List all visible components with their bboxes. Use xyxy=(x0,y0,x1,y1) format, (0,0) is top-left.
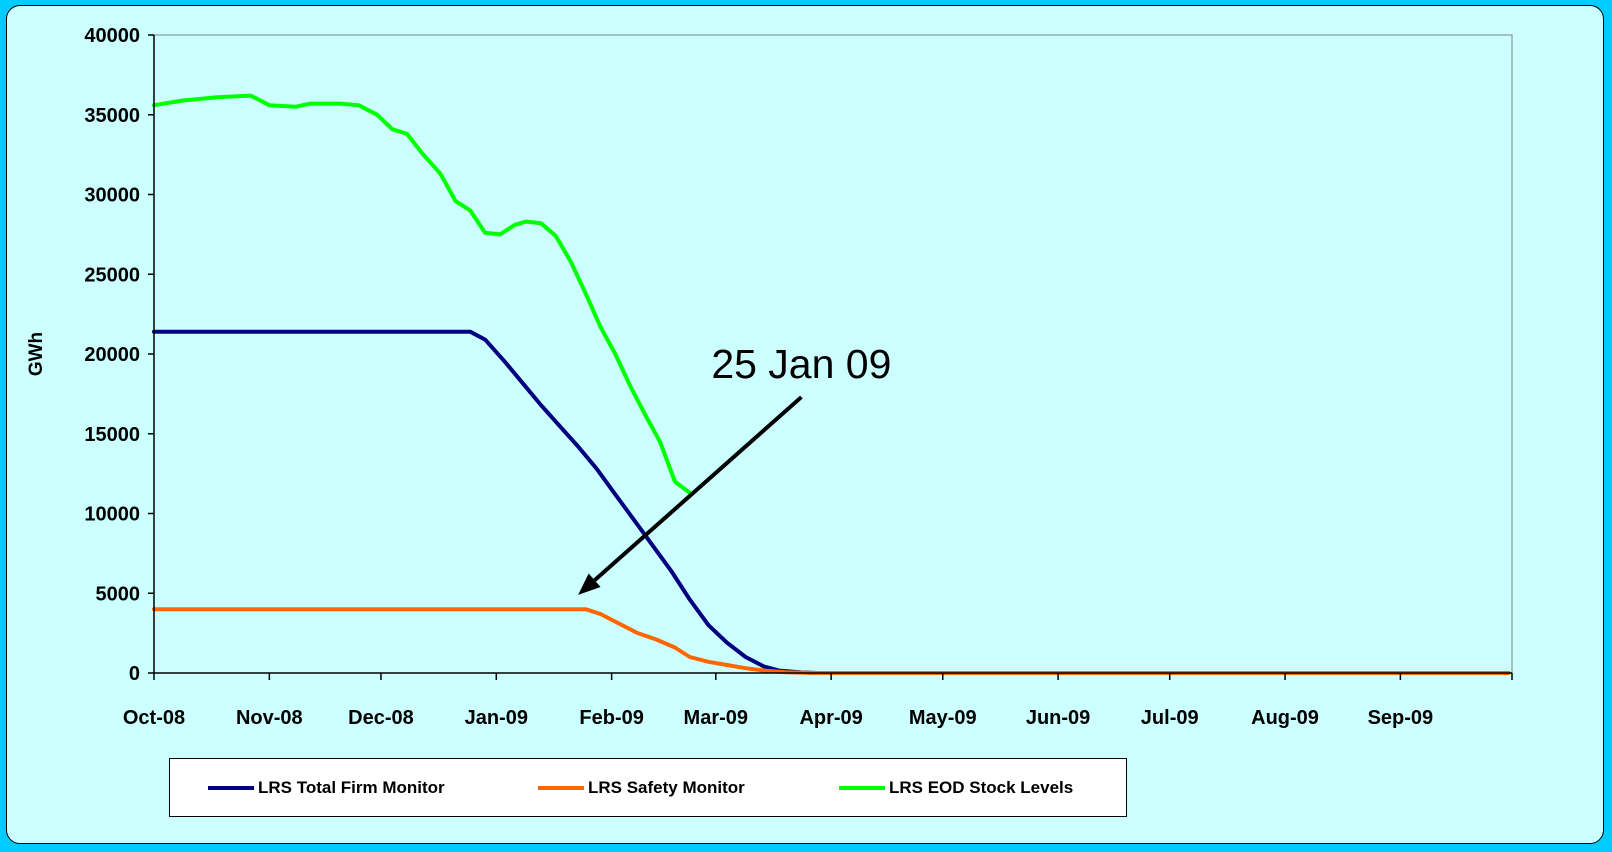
y-tick-label: 0 xyxy=(129,663,140,685)
x-tick-label: Apr-09 xyxy=(799,707,862,729)
y-tick-label: 15000 xyxy=(84,424,140,446)
legend: LRS Total Firm Monitor LRS Safety Monitor… xyxy=(169,758,1127,817)
x-tick-label: Feb-09 xyxy=(579,707,643,729)
y-tick-label: 25000 xyxy=(84,264,140,286)
x-tick-label: Jan-09 xyxy=(465,707,528,729)
x-tick-label: May-09 xyxy=(909,707,977,729)
y-tick-label: 10000 xyxy=(84,504,140,526)
legend-swatch xyxy=(208,785,254,790)
legend-label: LRS Safety Monitor xyxy=(588,777,745,797)
legend-swatch xyxy=(538,785,584,790)
legend-item: LRS EOD Stock Levels xyxy=(839,759,1073,816)
y-tick-label: 5000 xyxy=(96,583,141,605)
y-tick-label: 35000 xyxy=(84,105,140,127)
y-tick-label: 20000 xyxy=(84,344,140,366)
x-tick-label: Jul-09 xyxy=(1141,707,1199,729)
y-tick-label: 30000 xyxy=(84,185,140,207)
x-tick-label: Sep-09 xyxy=(1368,707,1434,729)
x-tick-label: Jun-09 xyxy=(1026,707,1090,729)
legend-label: LRS EOD Stock Levels xyxy=(889,777,1074,797)
legend-item: LRS Total Firm Monitor xyxy=(208,759,445,816)
annotation-label: 25 Jan 09 xyxy=(711,341,891,387)
series-layer xyxy=(152,93,1511,675)
legend-swatch xyxy=(839,785,885,790)
legend-item: LRS Safety Monitor xyxy=(538,759,745,816)
series-line-2 xyxy=(152,607,1511,675)
x-tick-label: Aug-09 xyxy=(1251,707,1319,729)
axes: 0 5000 10000 15000 20000 25000 30000 35000 40000… xyxy=(84,25,1513,729)
x-tick-label: Nov-08 xyxy=(236,707,303,729)
plot-area xyxy=(153,34,1513,674)
annotation-arrow xyxy=(593,395,803,582)
x-tick-label: Dec-08 xyxy=(348,707,414,729)
series-line-1 xyxy=(152,329,1511,675)
x-tick-label: Oct-08 xyxy=(123,707,185,729)
legend-label: LRS Total Firm Monitor xyxy=(258,777,445,797)
y-tick-label: 40000 xyxy=(84,25,140,47)
series-line-3 xyxy=(152,93,692,495)
y-axis-title: GWh xyxy=(26,332,47,376)
annotation-arrowhead xyxy=(578,573,601,595)
x-tick-label: Mar-09 xyxy=(684,707,748,729)
annotation-layer: 25 Jan 09 xyxy=(578,341,891,595)
